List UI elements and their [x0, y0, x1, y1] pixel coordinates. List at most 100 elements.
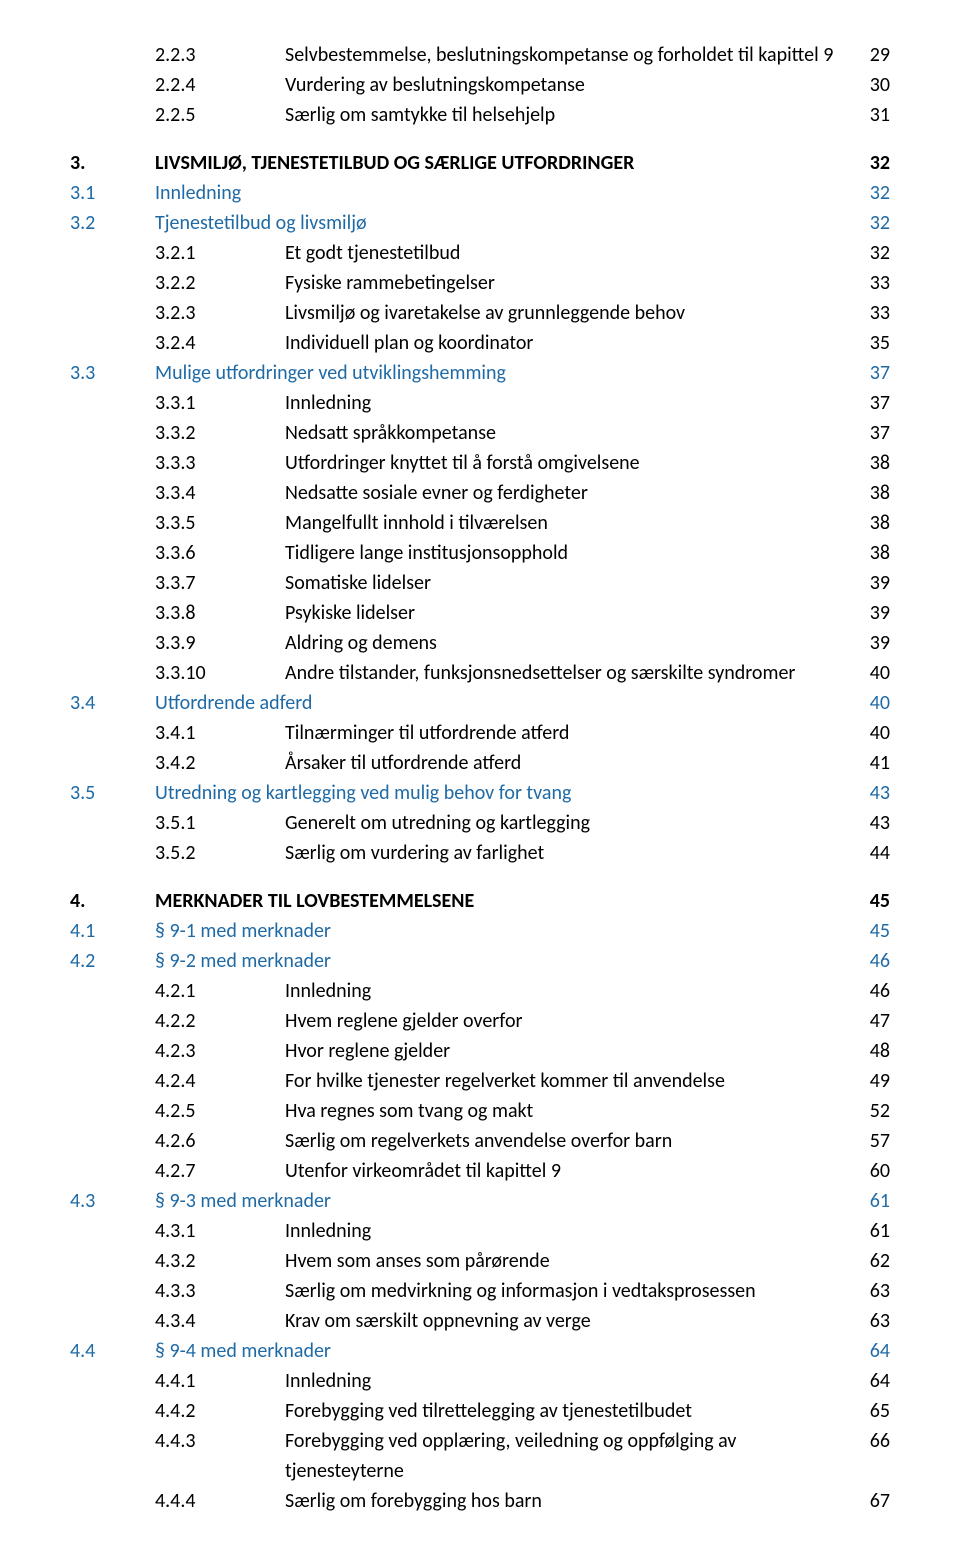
toc-title: Krav om særskilt oppnevning av verge — [285, 1306, 860, 1336]
toc-title: Somatiske lidelser — [285, 568, 860, 598]
toc-number: 2.2.3 — [155, 40, 285, 70]
toc-number: 3.3.9 — [155, 628, 285, 658]
toc-number: 3.5.1 — [155, 808, 285, 838]
toc-entry: 3.4.1Tilnærminger til utfordrende atferd… — [70, 718, 890, 748]
toc-number: 2.2.5 — [155, 100, 285, 130]
toc-number: 3.2.4 — [155, 328, 285, 358]
toc-title: Forebygging ved opplæring, veiledning og… — [285, 1426, 860, 1486]
toc-entry: 3.3.8Psykiske lidelser39 — [70, 598, 890, 628]
toc-page: 61 — [860, 1216, 890, 1246]
toc-title: Nedsatt språkkompetanse — [285, 418, 860, 448]
toc-number: 3.3.4 — [155, 478, 285, 508]
toc-entry: 4.2.5Hva regnes som tvang og makt52 — [70, 1096, 890, 1126]
toc-number: 4.4.4 — [155, 1486, 285, 1516]
toc-page: 39 — [860, 628, 890, 658]
toc-title: Fysiske rammebetingelser — [285, 268, 860, 298]
toc-page: 47 — [860, 1006, 890, 1036]
toc-title: Hvor reglene gjelder — [285, 1036, 860, 1066]
toc-number: 4.2.6 — [155, 1126, 285, 1156]
toc-page: 37 — [860, 418, 890, 448]
toc-number: 3.2 — [70, 208, 155, 238]
toc-number: 3.3.5 — [155, 508, 285, 538]
toc-title: Et godt tjenestetilbud — [285, 238, 860, 268]
toc-page: 46 — [860, 976, 890, 1006]
toc-title: Livsmiljø og ivaretakelse av grunnleggen… — [285, 298, 860, 328]
toc-number: 4.2.5 — [155, 1096, 285, 1126]
toc-entry: 4.3.4Krav om særskilt oppnevning av verg… — [70, 1306, 890, 1336]
toc-entry[interactable]: 3.2Tjenestetilbud og livsmiljø32 — [70, 208, 890, 238]
toc-entry: 3.3.4Nedsatte sosiale evner og ferdighet… — [70, 478, 890, 508]
toc-number: 3.3.3 — [155, 448, 285, 478]
toc-title: Utredning og kartlegging ved mulig behov… — [155, 778, 860, 808]
toc-entry: 2.2.5Særlig om samtykke til helsehjelp31 — [70, 100, 890, 130]
toc-title: § 9-4 med merknader — [155, 1336, 860, 1366]
toc-title: Hva regnes som tvang og makt — [285, 1096, 860, 1126]
toc-entry: 3.5.2Særlig om vurdering av farlighet44 — [70, 838, 890, 868]
toc-page: 32 — [860, 208, 890, 238]
toc-title: Mulige utfordringer ved utviklingshemmin… — [155, 358, 860, 388]
toc-page: 46 — [860, 946, 890, 976]
toc-number: 4.4.1 — [155, 1366, 285, 1396]
toc-number: 3.3.2 — [155, 418, 285, 448]
toc-entry: 3.2.1Et godt tjenestetilbud32 — [70, 238, 890, 268]
toc-entry: 3.3.5Mangelfullt innhold i tilværelsen38 — [70, 508, 890, 538]
toc-title: Individuell plan og koordinator — [285, 328, 860, 358]
toc-number: 4.3.2 — [155, 1246, 285, 1276]
toc-entry[interactable]: 3.3Mulige utfordringer ved utviklingshem… — [70, 358, 890, 388]
toc-entry[interactable]: 4.4§ 9-4 med merknader64 — [70, 1336, 890, 1366]
toc-title: Innledning — [155, 178, 860, 208]
toc-entry: 4.4.2Forebygging ved tilrettelegging av … — [70, 1396, 890, 1426]
toc-title: Mangelfullt innhold i tilværelsen — [285, 508, 860, 538]
toc-number: 3.2.1 — [155, 238, 285, 268]
toc-page: 43 — [860, 808, 890, 838]
toc-title: Utfordrende adferd — [155, 688, 860, 718]
toc-number: 3.2.2 — [155, 268, 285, 298]
toc-page: 40 — [860, 718, 890, 748]
toc-entry[interactable]: 3.5Utredning og kartlegging ved mulig be… — [70, 778, 890, 808]
toc-title: MERKNADER TIL LOVBESTEMMELSENE — [155, 886, 860, 916]
toc-number: 3.3.10 — [155, 658, 285, 688]
toc-page: 61 — [860, 1186, 890, 1216]
toc-entry[interactable]: 3.4Utfordrende adferd40 — [70, 688, 890, 718]
toc-title: Andre tilstander, funksjonsnedsettelser … — [285, 658, 860, 688]
toc-entry[interactable]: 4.3§ 9-3 med merknader61 — [70, 1186, 890, 1216]
toc-title: Selvbestemmelse, beslutningskompetanse o… — [285, 40, 860, 70]
toc-number: 3. — [70, 148, 155, 178]
toc-number: 4.3.1 — [155, 1216, 285, 1246]
toc-number: 4.4.3 — [155, 1426, 285, 1456]
toc-entry[interactable]: 4.2§ 9-2 med merknader46 — [70, 946, 890, 976]
toc-page: 32 — [860, 238, 890, 268]
toc-page: 31 — [860, 100, 890, 130]
toc-entry[interactable]: 3.1Innledning32 — [70, 178, 890, 208]
toc-title: § 9-2 med merknader — [155, 946, 860, 976]
toc-title: Aldring og demens — [285, 628, 860, 658]
toc-entry: 3.3.9Aldring og demens39 — [70, 628, 890, 658]
toc-entry: 3.3.1Innledning37 — [70, 388, 890, 418]
toc-page: 52 — [860, 1096, 890, 1126]
toc-entry: 4.2.4For hvilke tjenester regelverket ko… — [70, 1066, 890, 1096]
toc-title: § 9-3 med merknader — [155, 1186, 860, 1216]
toc-entry[interactable]: 4.1§ 9-1 med merknader45 — [70, 916, 890, 946]
toc-number: 4. — [70, 886, 155, 916]
toc-title: Årsaker til utfordrende atferd — [285, 748, 860, 778]
toc-entry: 3.3.6Tidligere lange institusjonsopphold… — [70, 538, 890, 568]
toc-entry: 4.3.2Hvem som anses som pårørende62 — [70, 1246, 890, 1276]
toc-number: 4.2.7 — [155, 1156, 285, 1186]
toc-page: 38 — [860, 508, 890, 538]
toc-page: 30 — [860, 70, 890, 100]
toc-title: Hvem som anses som pårørende — [285, 1246, 860, 1276]
toc-entry: 3.3.3Utfordringer knyttet til å forstå o… — [70, 448, 890, 478]
toc-page: 57 — [860, 1126, 890, 1156]
toc-page: 45 — [860, 916, 890, 946]
toc-number: 4.2.4 — [155, 1066, 285, 1096]
toc-page: 65 — [860, 1396, 890, 1426]
toc-page: 32 — [860, 178, 890, 208]
toc-page: 63 — [860, 1306, 890, 1336]
toc-entry: 4.3.1Innledning61 — [70, 1216, 890, 1246]
toc-entry: 2.2.4Vurdering av beslutningskompetanse3… — [70, 70, 890, 100]
toc-page: 37 — [860, 388, 890, 418]
toc-page: 39 — [860, 598, 890, 628]
toc-page: 63 — [860, 1276, 890, 1306]
toc-title: Innledning — [285, 976, 860, 1006]
toc-title: Særlig om medvirkning og informasjon i v… — [285, 1276, 860, 1306]
